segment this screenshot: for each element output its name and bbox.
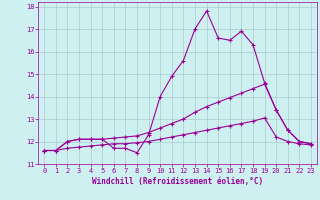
X-axis label: Windchill (Refroidissement éolien,°C): Windchill (Refroidissement éolien,°C) bbox=[92, 177, 263, 186]
